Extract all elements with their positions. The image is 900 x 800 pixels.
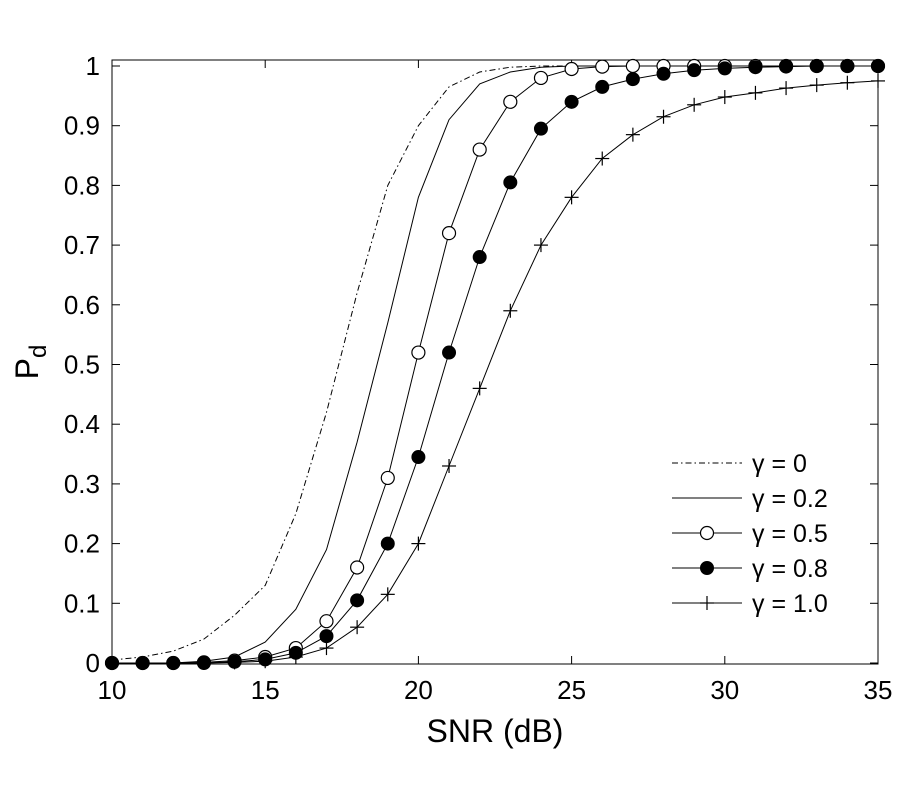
data-point-series-4 bbox=[227, 655, 242, 670]
y-tick-label: 0.2 bbox=[64, 529, 100, 559]
y-tick-label: 0.5 bbox=[64, 350, 100, 380]
x-tick-label: 25 bbox=[557, 675, 586, 705]
y-tick-label: 1 bbox=[86, 51, 100, 81]
y-tick-label: 0 bbox=[86, 648, 100, 678]
data-point-series-3 bbox=[533, 121, 548, 136]
data-point-series-3 bbox=[595, 79, 610, 94]
y-tick-label: 0.3 bbox=[64, 469, 100, 499]
legend: γ = 0 γ = 0.2 γ = 0.5 γ = 0.8 γ = 1.0 bbox=[672, 450, 828, 618]
x-tick-label: 15 bbox=[251, 675, 280, 705]
data-point-series-4 bbox=[564, 190, 579, 205]
svg-text:Pd: Pd bbox=[9, 345, 52, 380]
data-point-series-4 bbox=[503, 303, 518, 318]
data-point-series-3 bbox=[319, 629, 334, 644]
series-markers bbox=[104, 58, 886, 671]
data-point-series-4 bbox=[166, 656, 181, 670]
data-point-series-3 bbox=[350, 593, 365, 608]
data-point-series-2 bbox=[350, 560, 365, 575]
data-point-series-3 bbox=[748, 60, 763, 75]
data-point-series-2 bbox=[441, 226, 457, 241]
x-tick-label: 30 bbox=[710, 675, 739, 705]
data-point-series-4 bbox=[411, 536, 426, 551]
legend-label: γ = 0.5 bbox=[752, 520, 828, 548]
data-point-series-4 bbox=[258, 654, 273, 669]
data-point-series-4 bbox=[748, 85, 763, 100]
y-tick-label: 0.9 bbox=[64, 111, 100, 141]
legend-label: γ = 0.2 bbox=[752, 485, 828, 513]
data-point-series-3 bbox=[656, 66, 671, 81]
data-point-series-4 bbox=[533, 238, 548, 253]
legend-item: γ = 0.2 bbox=[672, 485, 828, 513]
legend-marker bbox=[700, 596, 714, 610]
y-axis-label: Pd bbox=[9, 345, 52, 380]
data-point-series-2 bbox=[533, 70, 549, 86]
legend-marker bbox=[700, 561, 714, 575]
data-point-series-3 bbox=[687, 63, 702, 78]
data-point-series-3 bbox=[625, 72, 640, 87]
x-tick-label: 35 bbox=[864, 675, 893, 705]
data-point-series-2 bbox=[503, 94, 518, 109]
legend-marker bbox=[699, 525, 715, 541]
data-point-series-2 bbox=[319, 614, 334, 629]
x-tick-label: 20 bbox=[404, 675, 433, 705]
data-point-series-4 bbox=[717, 90, 732, 105]
data-point-series-2 bbox=[564, 61, 579, 77]
data-point-series-3 bbox=[871, 59, 885, 73]
legend-item: γ = 0.5 bbox=[672, 520, 828, 548]
data-point-series-4 bbox=[595, 151, 610, 166]
y-axis-label-main: P bbox=[9, 358, 45, 379]
data-point-series-4 bbox=[625, 127, 640, 142]
y-tick-label: 0.7 bbox=[64, 230, 100, 260]
legend-label: γ = 1.0 bbox=[752, 590, 828, 618]
data-point-series-3 bbox=[411, 450, 426, 465]
data-point-series-4 bbox=[871, 73, 885, 88]
data-point-series-4 bbox=[840, 75, 855, 90]
data-point-series-4 bbox=[656, 109, 671, 124]
axis-ticks: 10 15 20 25 30 35 0 0.1 0.2 0.3 0.4 0.5 0.6 0.7 0.8 0.9… bbox=[64, 51, 893, 705]
data-point-series-4 bbox=[472, 381, 487, 396]
x-axis-label: SNR (dB) bbox=[427, 713, 564, 749]
legend-item: γ = 0.8 bbox=[672, 555, 828, 583]
data-point-series-3 bbox=[380, 536, 395, 551]
legend-item: γ = 0 bbox=[672, 450, 807, 478]
data-point-series-4 bbox=[350, 620, 365, 635]
data-point-series-4 bbox=[135, 656, 150, 670]
data-point-series-2 bbox=[472, 142, 487, 157]
data-point-series-3 bbox=[840, 59, 855, 73]
legend-label: γ = 0 bbox=[752, 450, 807, 478]
data-point-series-4 bbox=[380, 587, 395, 602]
data-point-series-3 bbox=[503, 175, 518, 190]
data-point-series-4 bbox=[319, 641, 334, 656]
data-point-series-4 bbox=[809, 78, 824, 93]
y-tick-label: 0.4 bbox=[64, 409, 100, 439]
data-point-series-3 bbox=[779, 59, 794, 74]
y-tick-label: 0.1 bbox=[64, 588, 100, 618]
data-point-series-3 bbox=[809, 59, 824, 73]
data-point-series-4 bbox=[442, 458, 457, 473]
legend-item: γ = 1.0 bbox=[672, 590, 828, 618]
data-point-series-4 bbox=[105, 656, 119, 670]
y-axis-label-sub: d bbox=[25, 345, 52, 358]
y-tick-label: 0.6 bbox=[64, 290, 100, 320]
y-tick-label: 0.8 bbox=[64, 170, 100, 200]
data-point-series-3 bbox=[472, 250, 487, 265]
data-point-series-4 bbox=[779, 81, 794, 96]
data-point-series-2 bbox=[595, 59, 610, 74]
data-point-series-2 bbox=[411, 345, 426, 360]
data-point-series-3 bbox=[564, 94, 579, 109]
data-point-series-4 bbox=[687, 97, 702, 112]
x-tick-label: 10 bbox=[98, 675, 127, 705]
legend-label: γ = 0.8 bbox=[752, 555, 828, 583]
plot-frame bbox=[111, 59, 879, 665]
data-point-series-2 bbox=[380, 470, 395, 486]
data-point-series-2 bbox=[625, 58, 640, 74]
data-point-series-3 bbox=[717, 61, 732, 76]
data-point-series-4 bbox=[288, 650, 303, 665]
data-point-series-4 bbox=[196, 656, 211, 670]
data-point-series-3 bbox=[442, 345, 457, 360]
